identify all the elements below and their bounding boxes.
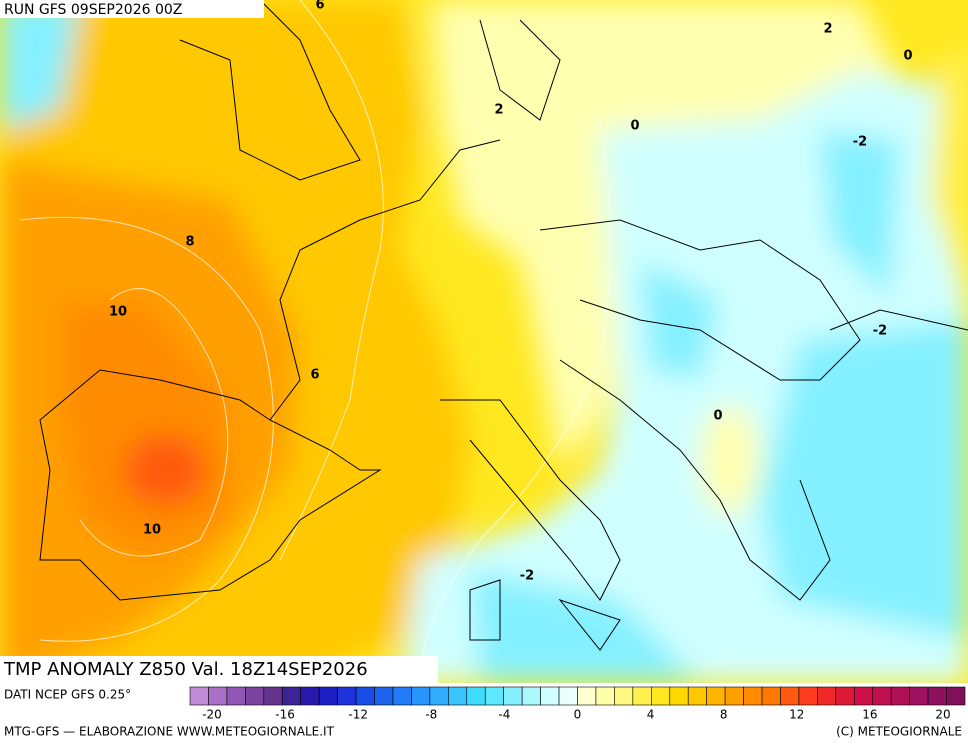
scale-swatch [448, 686, 468, 706]
scale-label: 8 [720, 708, 728, 722]
run-label: RUN GFS 09SEP2026 00Z [4, 2, 182, 18]
scale-swatch [208, 686, 228, 706]
scale-swatch [595, 686, 615, 706]
contour-label: 0 [630, 119, 639, 134]
scale-swatch [355, 686, 375, 706]
scale-swatch [484, 686, 504, 706]
scale-swatch [909, 686, 929, 706]
scale-swatch [927, 686, 947, 706]
scale-label: 20 [935, 708, 950, 722]
scale-swatch [687, 686, 707, 706]
scale-swatch [300, 686, 320, 706]
source-label: DATI NCEP GFS 0.25° [4, 688, 131, 702]
contour-label: 0 [903, 49, 912, 64]
scale-swatch [337, 686, 357, 706]
scale-swatch [521, 686, 541, 706]
contour-label: 6 [315, 0, 324, 13]
scale-swatch [817, 686, 837, 706]
scale-swatch [466, 686, 486, 706]
scale-swatch [946, 686, 966, 706]
scale-swatch [706, 686, 726, 706]
scale-swatch [669, 686, 689, 706]
scale-swatch [761, 686, 781, 706]
scale-label: 12 [789, 708, 804, 722]
scale-swatch [890, 686, 910, 706]
contour-label: -2 [520, 569, 534, 584]
scale-label: 0 [574, 708, 582, 722]
contour-label: 6 [310, 368, 319, 383]
color-scale: -20 -16 -12 -8 -4 0 4 8 12 16 20 [189, 686, 966, 722]
scale-label: 16 [862, 708, 877, 722]
scale-swatch [503, 686, 523, 706]
scale-swatch [281, 686, 302, 706]
scale-swatch [411, 686, 431, 706]
scale-swatch [724, 686, 744, 706]
scale-swatch [429, 686, 449, 706]
scale-swatch [189, 686, 209, 706]
scale-swatch [226, 686, 246, 706]
contour-label: 2 [823, 22, 832, 37]
scale-swatch [780, 686, 800, 706]
contour-label: 10 [109, 305, 127, 320]
scale-swatch [392, 686, 412, 706]
isotherms [19, 0, 611, 683]
header-box [0, 0, 264, 18]
scale-swatch [318, 686, 338, 706]
scale-swatch [558, 686, 578, 706]
scale-swatch [651, 686, 671, 706]
contour-label: 0 [713, 409, 722, 424]
contour-label: -2 [853, 135, 867, 150]
footer-right: (C) METEOGIORNALE [836, 725, 962, 739]
contour-label: 10 [143, 523, 161, 538]
scale-swatch [853, 686, 874, 706]
scale-label: 4 [647, 708, 655, 722]
scale-label: -12 [348, 708, 368, 722]
scale-label: -8 [425, 708, 437, 722]
scale-label: -4 [498, 708, 510, 722]
scale-swatch [245, 686, 265, 706]
scale-label: -20 [202, 708, 222, 722]
contour-label: -2 [873, 324, 887, 339]
scale-label: -16 [275, 708, 295, 722]
scale-swatch [614, 686, 634, 706]
scale-swatch [263, 686, 283, 706]
footer-left: MTG-GFS — ELABORAZIONE WWW.METEOGIORNALE… [4, 725, 335, 739]
scale-swatch [798, 686, 818, 706]
scale-swatch [577, 686, 597, 706]
map-title: TMP ANOMALY Z850 Val. 18Z14SEP2026 [3, 659, 368, 680]
coastlines [39, 0, 968, 651]
title-box [0, 656, 438, 683]
scale-swatch [540, 686, 560, 706]
scale-swatch [835, 686, 855, 706]
contour-label: 8 [185, 235, 194, 250]
scale-swatch [743, 686, 763, 706]
scale-swatch [872, 686, 892, 706]
contour-label: 2 [494, 103, 503, 118]
map-field: 6 2 0 2 0 -2 8 10 -2 6 0 10 -2 [0, 0, 968, 683]
scale-swatch [632, 686, 652, 706]
scale-swatch [374, 686, 394, 706]
